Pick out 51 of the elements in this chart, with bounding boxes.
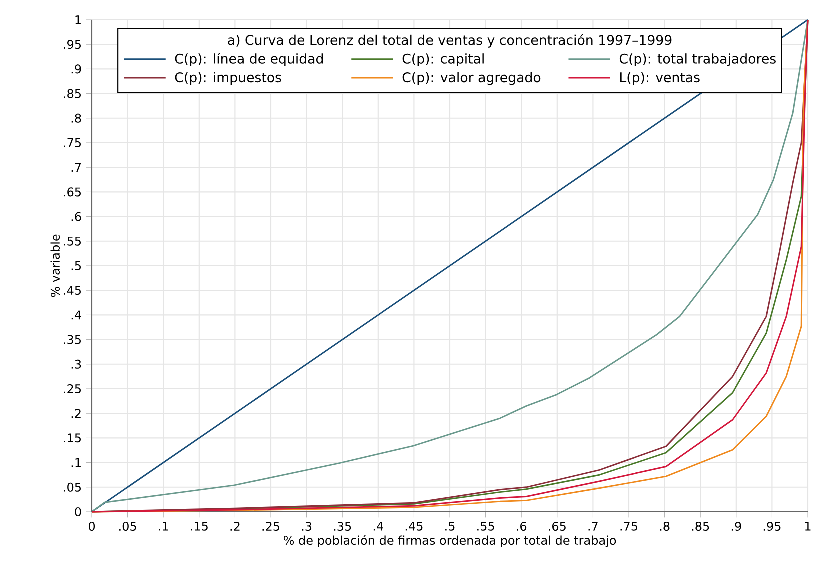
x-tick-label: .85 <box>692 522 710 532</box>
y-tick-label: .1 <box>72 458 81 468</box>
y-tick-label: .85 <box>64 89 81 98</box>
y-tick-label: .8 <box>72 114 82 123</box>
y-tick-label: .05 <box>64 482 81 492</box>
y-tick-label: .6 <box>72 212 82 222</box>
x-tick-label: .75 <box>620 522 638 531</box>
x-tick-label: .6 <box>517 522 527 532</box>
y-tick-label: .4 <box>72 310 82 320</box>
y-tick-label: .45 <box>64 286 81 296</box>
y-tick-label: .3 <box>72 360 82 369</box>
y-axis-title: % variable <box>50 234 60 298</box>
x-tick-label: .95 <box>764 522 781 532</box>
x-tick-label: .5 <box>446 522 455 531</box>
legend-label: C(p): capital <box>402 54 484 67</box>
x-tick-label: .7 <box>588 522 598 531</box>
x-tick-label: .55 <box>478 522 494 531</box>
x-tick-label: 1 <box>806 522 811 531</box>
x-tick-label: .25 <box>262 522 280 532</box>
x-tick-label: .1 <box>159 522 168 531</box>
x-tick-label: 0 <box>88 522 96 532</box>
y-tick-label: .95 <box>64 40 81 50</box>
y-tick-label: 1 <box>76 16 81 24</box>
x-tick-label: .15 <box>191 522 208 531</box>
legend-title: a) Curva de Lorenz del total de ventas y concentración 1997–1999 <box>228 34 672 48</box>
x-tick-label: .3 <box>302 522 312 532</box>
y-tick-label: .7 <box>72 163 82 172</box>
legend-label: C(p): línea de equidad <box>175 53 324 67</box>
y-tick-label: .2 <box>72 409 81 418</box>
x-tick-label: .45 <box>406 522 423 531</box>
legend-label: C(p): valor agregado <box>402 72 541 86</box>
y-tick-label: .65 <box>64 188 81 197</box>
legend-label: L(p): ventas <box>620 72 700 86</box>
x-tick-label: .2 <box>230 522 240 531</box>
y-tick-label: .15 <box>64 434 81 443</box>
x-tick-label: .8 <box>660 522 670 532</box>
x-tick-label: .35 <box>334 522 352 532</box>
x-tick-label: .65 <box>549 522 566 532</box>
y-tick-label: .25 <box>64 384 81 394</box>
y-tick-label: .75 <box>64 138 81 148</box>
legend-label: C(p): impuestos <box>175 72 282 86</box>
y-tick-label: .5 <box>72 262 81 270</box>
y-tick-label: .35 <box>64 335 81 344</box>
x-tick-label: .05 <box>120 522 136 532</box>
legend-label: C(p): total trabajadores <box>620 54 776 67</box>
y-tick-label: .9 <box>72 64 82 74</box>
x-tick-label: .4 <box>374 522 384 531</box>
x-axis-title: % de población de firmas ordenada por total de trabajo <box>284 535 616 548</box>
y-tick-label: 0 <box>75 507 82 517</box>
x-tick-label: .9 <box>732 522 742 532</box>
y-tick-label: .55 <box>64 236 81 246</box>
